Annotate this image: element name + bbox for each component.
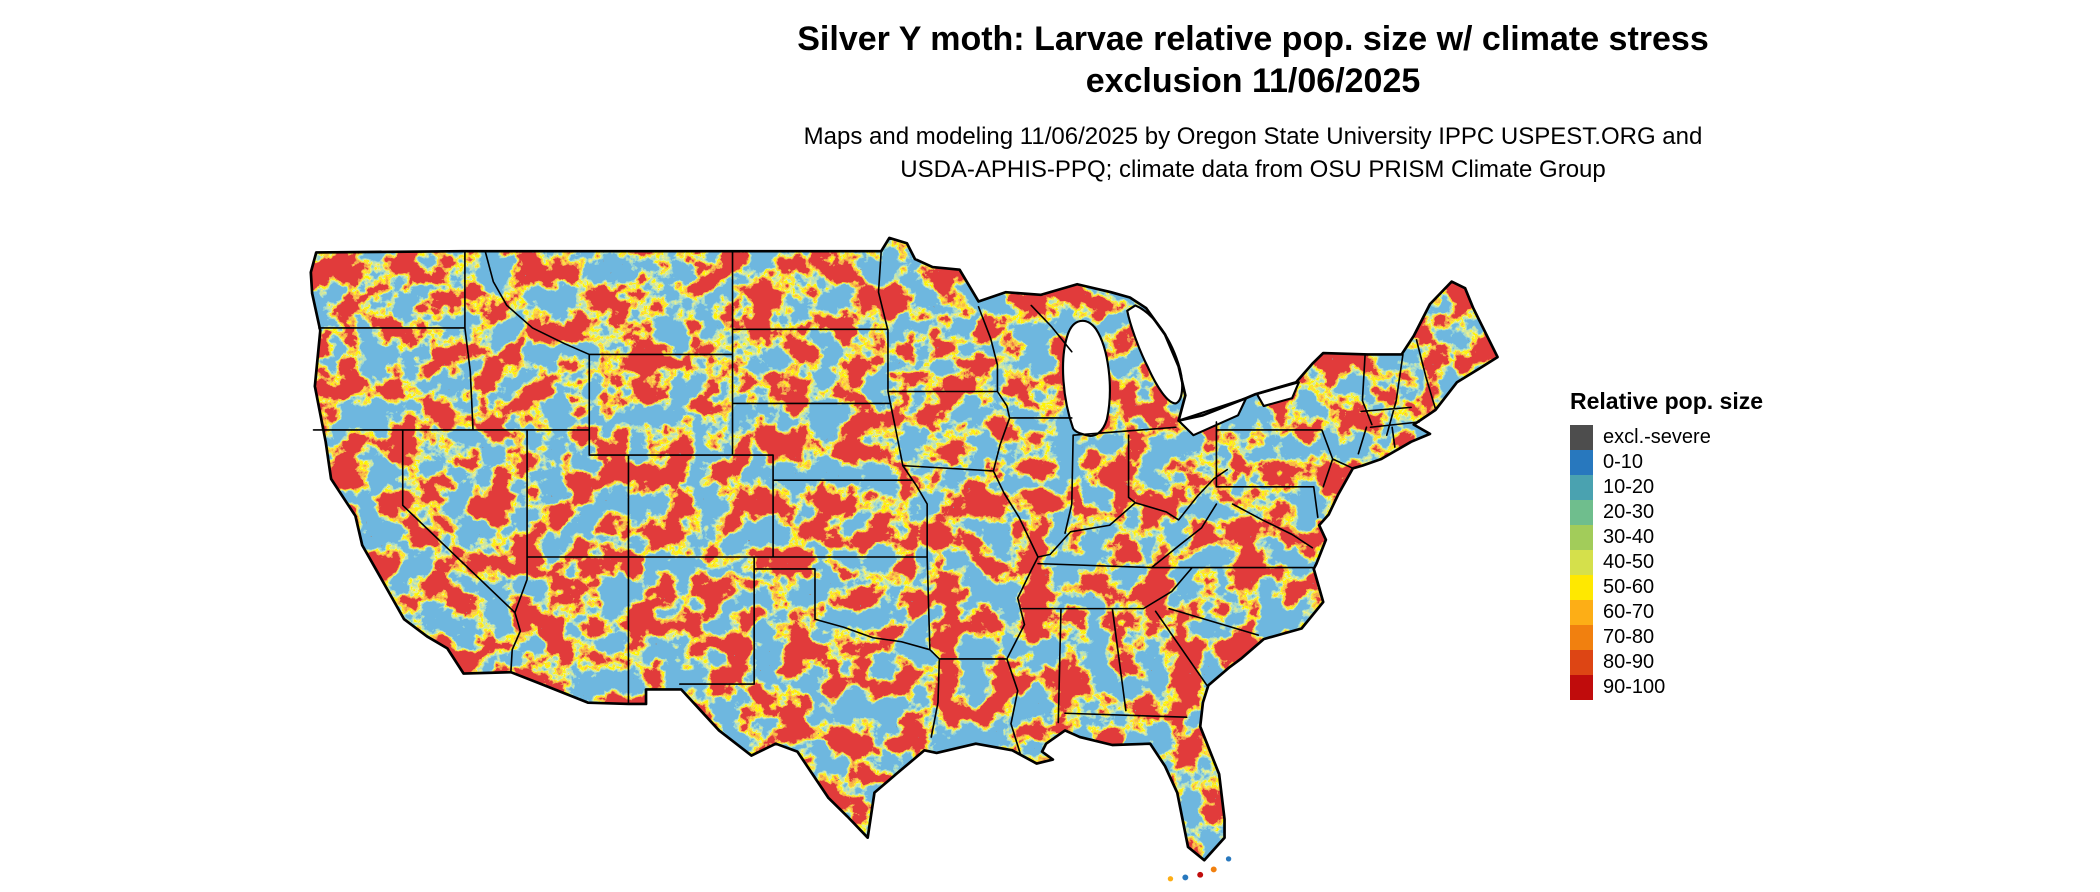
legend-label-30-40: 30-40 [1603, 526, 1655, 548]
legend-row-20-30: 20-30 [1570, 500, 1830, 525]
lake-michigan [1061, 319, 1111, 437]
legend-label-80-90: 80-90 [1603, 651, 1655, 673]
legend-swatch-excl-severe [1570, 425, 1593, 450]
legend-row-excl-severe: excl.-severe [1570, 425, 1830, 450]
legend-swatch-80-90 [1570, 650, 1593, 675]
map-subtitle: Maps and modeling 11/06/2025 by Oregon S… [797, 120, 1709, 186]
florida-keys [1167, 856, 1232, 882]
legend-swatch-70-80 [1570, 625, 1593, 650]
legend-row-10-20: 10-20 [1570, 475, 1830, 500]
legend-row-50-60: 50-60 [1570, 575, 1830, 600]
legend-row-80-90: 80-90 [1570, 650, 1830, 675]
legend-label-90-100: 90-100 [1603, 676, 1666, 698]
legend-row-60-70: 60-70 [1570, 600, 1830, 625]
legend-label-70-80: 70-80 [1603, 626, 1655, 648]
us-map-container [300, 226, 1530, 888]
legend-swatch-30-40 [1570, 525, 1593, 550]
legend-label-excl-severe: excl.-severe [1603, 426, 1711, 448]
legend: Relative pop. size excl.-severe 0-10 10-… [1570, 388, 1830, 700]
legend-label-10-20: 10-20 [1603, 476, 1655, 498]
us-outline [309, 236, 1499, 862]
legend-label-60-70: 60-70 [1603, 601, 1655, 623]
map-title-line2: exclusion 11/06/2025 [1085, 62, 1421, 100]
legend-swatch-50-60 [1570, 575, 1593, 600]
legend-row-40-50: 40-50 [1570, 550, 1830, 575]
legend-swatch-60-70 [1570, 600, 1593, 625]
legend-swatch-0-10 [1570, 450, 1593, 475]
legend-swatch-40-50 [1570, 550, 1593, 575]
legend-swatch-10-20 [1570, 475, 1593, 500]
map-title-line1: Silver Y moth: Larvae relative pop. size… [797, 20, 1709, 58]
map-subtitle-line1: Maps and modeling 11/06/2025 by Oregon S… [803, 123, 1703, 150]
state-borders [312, 250, 1437, 756]
us-population-map [309, 236, 1499, 882]
legend-label-20-30: 20-30 [1603, 501, 1655, 523]
map-header: Silver Y moth: Larvae relative pop. size… [797, 18, 1709, 186]
lake-erie [1177, 397, 1248, 437]
legend-title: Relative pop. size [1570, 388, 1764, 414]
legend-swatch-20-30 [1570, 500, 1593, 525]
map-subtitle-line2: USDA-APHIS-PPQ; climate data from OSU PR… [900, 156, 1606, 183]
legend-label-40-50: 40-50 [1603, 551, 1655, 573]
legend-row-0-10: 0-10 [1570, 450, 1830, 475]
legend-label-0-10: 0-10 [1603, 451, 1644, 473]
legend-swatch-90-100 [1570, 675, 1593, 700]
legend-label-50-60: 50-60 [1603, 576, 1655, 598]
legend-row-70-80: 70-80 [1570, 625, 1830, 650]
legend-row-90-100: 90-100 [1570, 675, 1830, 700]
legend-row-30-40: 30-40 [1570, 525, 1830, 550]
